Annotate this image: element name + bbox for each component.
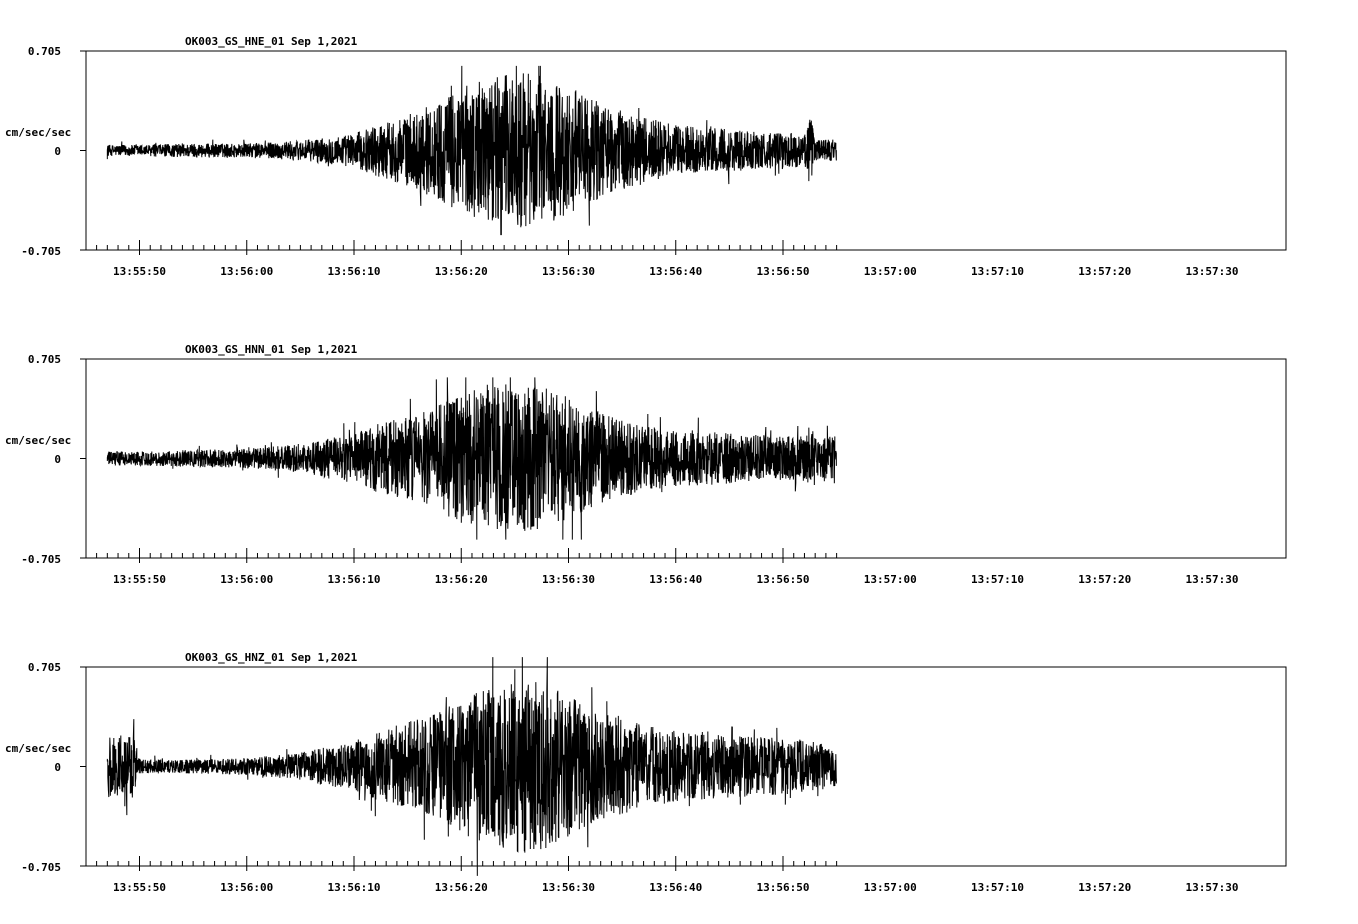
x-tick-label: 13:57:20 xyxy=(1078,573,1131,586)
x-tick-label: 13:56:10 xyxy=(328,573,381,586)
x-tick-label: 13:57:10 xyxy=(971,881,1024,894)
y-tick-label-top: 0.705 xyxy=(28,353,61,366)
x-tick-label: 13:56:20 xyxy=(435,573,488,586)
panel-title: OK003_GS_HNN_01 Sep 1,2021 xyxy=(185,343,358,356)
y-tick-label-bottom: -0.705 xyxy=(21,245,61,258)
x-tick-label: 13:57:30 xyxy=(1186,265,1239,278)
x-tick-label: 13:56:30 xyxy=(542,881,595,894)
x-tick-label: 13:56:50 xyxy=(757,265,810,278)
x-tick-label: 13:56:40 xyxy=(649,573,702,586)
x-tick-label: 13:57:10 xyxy=(971,573,1024,586)
panel-hne: OK003_GS_HNE_01 Sep 1,2021 cm/sec/sec 0.… xyxy=(5,35,1287,278)
x-tick-label: 13:56:20 xyxy=(435,265,488,278)
y-tick-label-bottom: -0.705 xyxy=(21,861,61,874)
y-axis-label: cm/sec/sec xyxy=(5,126,71,139)
x-tick-label: 13:57:00 xyxy=(864,573,917,586)
y-axis-label: cm/sec/sec xyxy=(5,434,71,447)
x-tick-label: 13:55:50 xyxy=(113,881,166,894)
x-tick-label: 13:56:40 xyxy=(649,881,702,894)
panel-title: OK003_GS_HNZ_01 Sep 1,2021 xyxy=(185,651,358,664)
y-tick-label-top: 0.705 xyxy=(28,45,61,58)
x-tick-label: 13:57:20 xyxy=(1078,881,1131,894)
y-axis-label: cm/sec/sec xyxy=(5,742,71,755)
x-tick-label: 13:56:00 xyxy=(220,881,273,894)
y-tick-label-bottom: -0.705 xyxy=(21,553,61,566)
x-tick-label: 13:57:00 xyxy=(864,881,917,894)
x-tick-label: 13:57:30 xyxy=(1186,573,1239,586)
x-tick-label: 13:56:20 xyxy=(435,881,488,894)
x-tick-label: 13:55:50 xyxy=(113,573,166,586)
x-tick-label: 13:56:30 xyxy=(542,265,595,278)
x-tick-label: 13:56:10 xyxy=(328,881,381,894)
y-tick-label-zero: 0 xyxy=(54,145,61,158)
panel-hnz: OK003_GS_HNZ_01 Sep 1,2021 cm/sec/sec 0.… xyxy=(5,651,1287,894)
y-tick-label-zero: 0 xyxy=(54,761,61,774)
x-tick-label: 13:57:20 xyxy=(1078,265,1131,278)
y-tick-label-top: 0.705 xyxy=(28,661,61,674)
waveform-trace xyxy=(106,65,837,236)
waveform-trace xyxy=(106,657,837,876)
x-tick-label: 13:57:00 xyxy=(864,265,917,278)
x-tick-label: 13:56:10 xyxy=(328,265,381,278)
x-tick-label: 13:56:30 xyxy=(542,573,595,586)
x-tick-label: 13:57:10 xyxy=(971,265,1024,278)
x-tick-label: 13:56:00 xyxy=(220,265,273,278)
x-tick-label: 13:56:50 xyxy=(757,573,810,586)
waveform-trace xyxy=(106,377,837,540)
x-tick-label: 13:56:40 xyxy=(649,265,702,278)
x-tick-label: 13:56:00 xyxy=(220,573,273,586)
panel-title: OK003_GS_HNE_01 Sep 1,2021 xyxy=(185,35,358,48)
x-tick-label: 13:56:50 xyxy=(757,881,810,894)
x-tick-label: 13:55:50 xyxy=(113,265,166,278)
panel-hnn: OK003_GS_HNN_01 Sep 1,2021 cm/sec/sec 0.… xyxy=(5,343,1287,586)
y-tick-label-zero: 0 xyxy=(54,453,61,466)
x-tick-label: 13:57:30 xyxy=(1186,881,1239,894)
